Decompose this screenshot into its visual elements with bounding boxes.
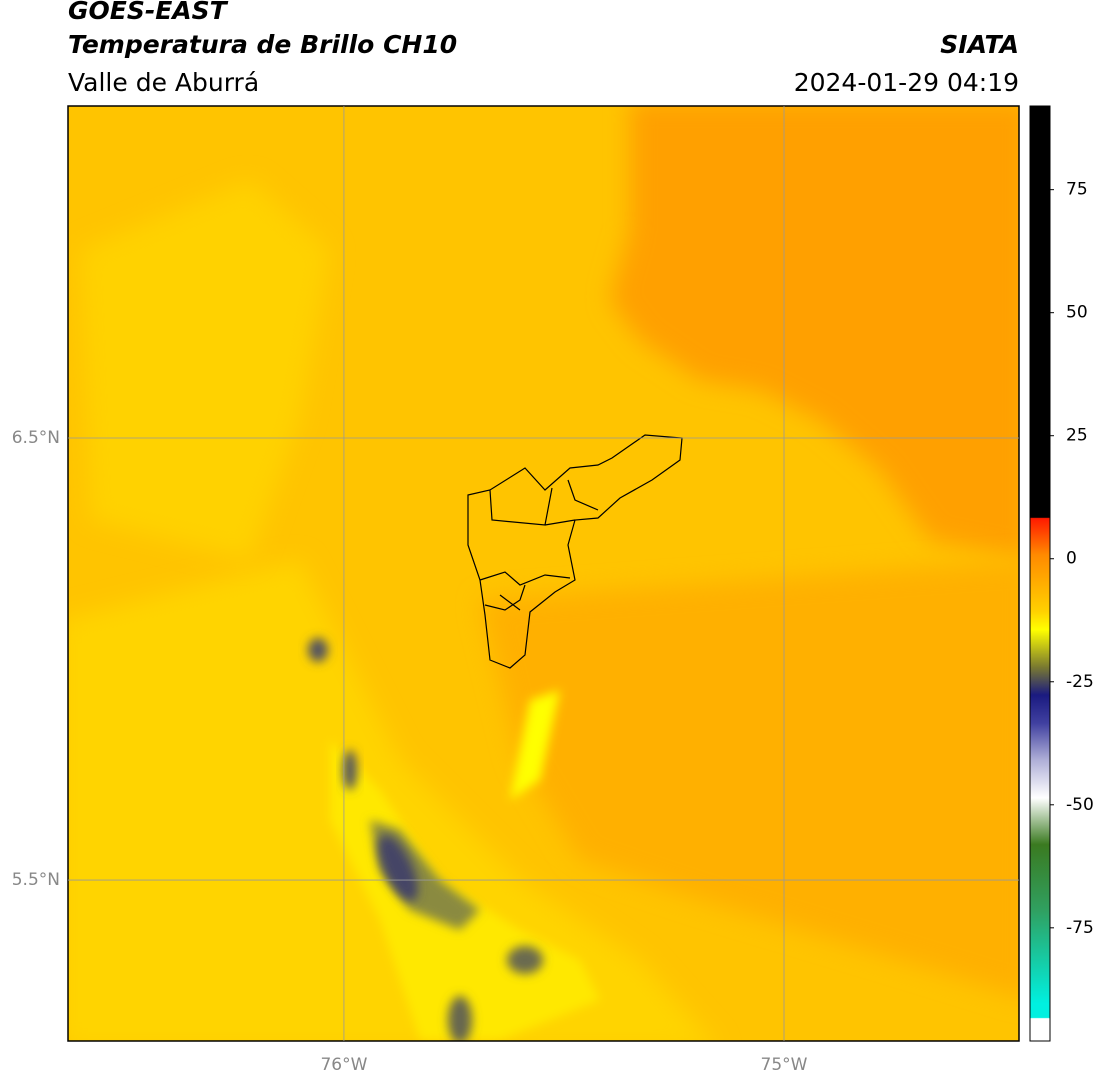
- source: SIATA: [940, 30, 1019, 59]
- subtitle: Temperatura de Brillo CH10: [68, 30, 457, 59]
- colorbar-label: 25: [1066, 426, 1088, 446]
- lat-label: 6.5°N: [12, 428, 60, 448]
- map-frame: [67, 105, 1020, 1042]
- colorbar-label: -50: [1066, 795, 1094, 815]
- colorbar-label: 50: [1066, 303, 1088, 323]
- satellite-image: [68, 106, 1019, 1041]
- region: Valle de Aburrá: [68, 68, 259, 97]
- datetime: 2024-01-29 04:19: [794, 68, 1019, 97]
- colorbar: [1029, 105, 1051, 1042]
- colorbar-label: -25: [1066, 672, 1094, 692]
- colorbar-label: 0: [1066, 549, 1077, 569]
- lon-label: 76°W: [320, 1055, 367, 1075]
- lat-label: 5.5°N: [12, 870, 60, 890]
- colorbar-label: 75: [1066, 180, 1088, 200]
- colorbar-label: -75: [1066, 918, 1094, 938]
- lon-label: 75°W: [761, 1055, 808, 1075]
- title: GOES-EAST: [68, 0, 229, 25]
